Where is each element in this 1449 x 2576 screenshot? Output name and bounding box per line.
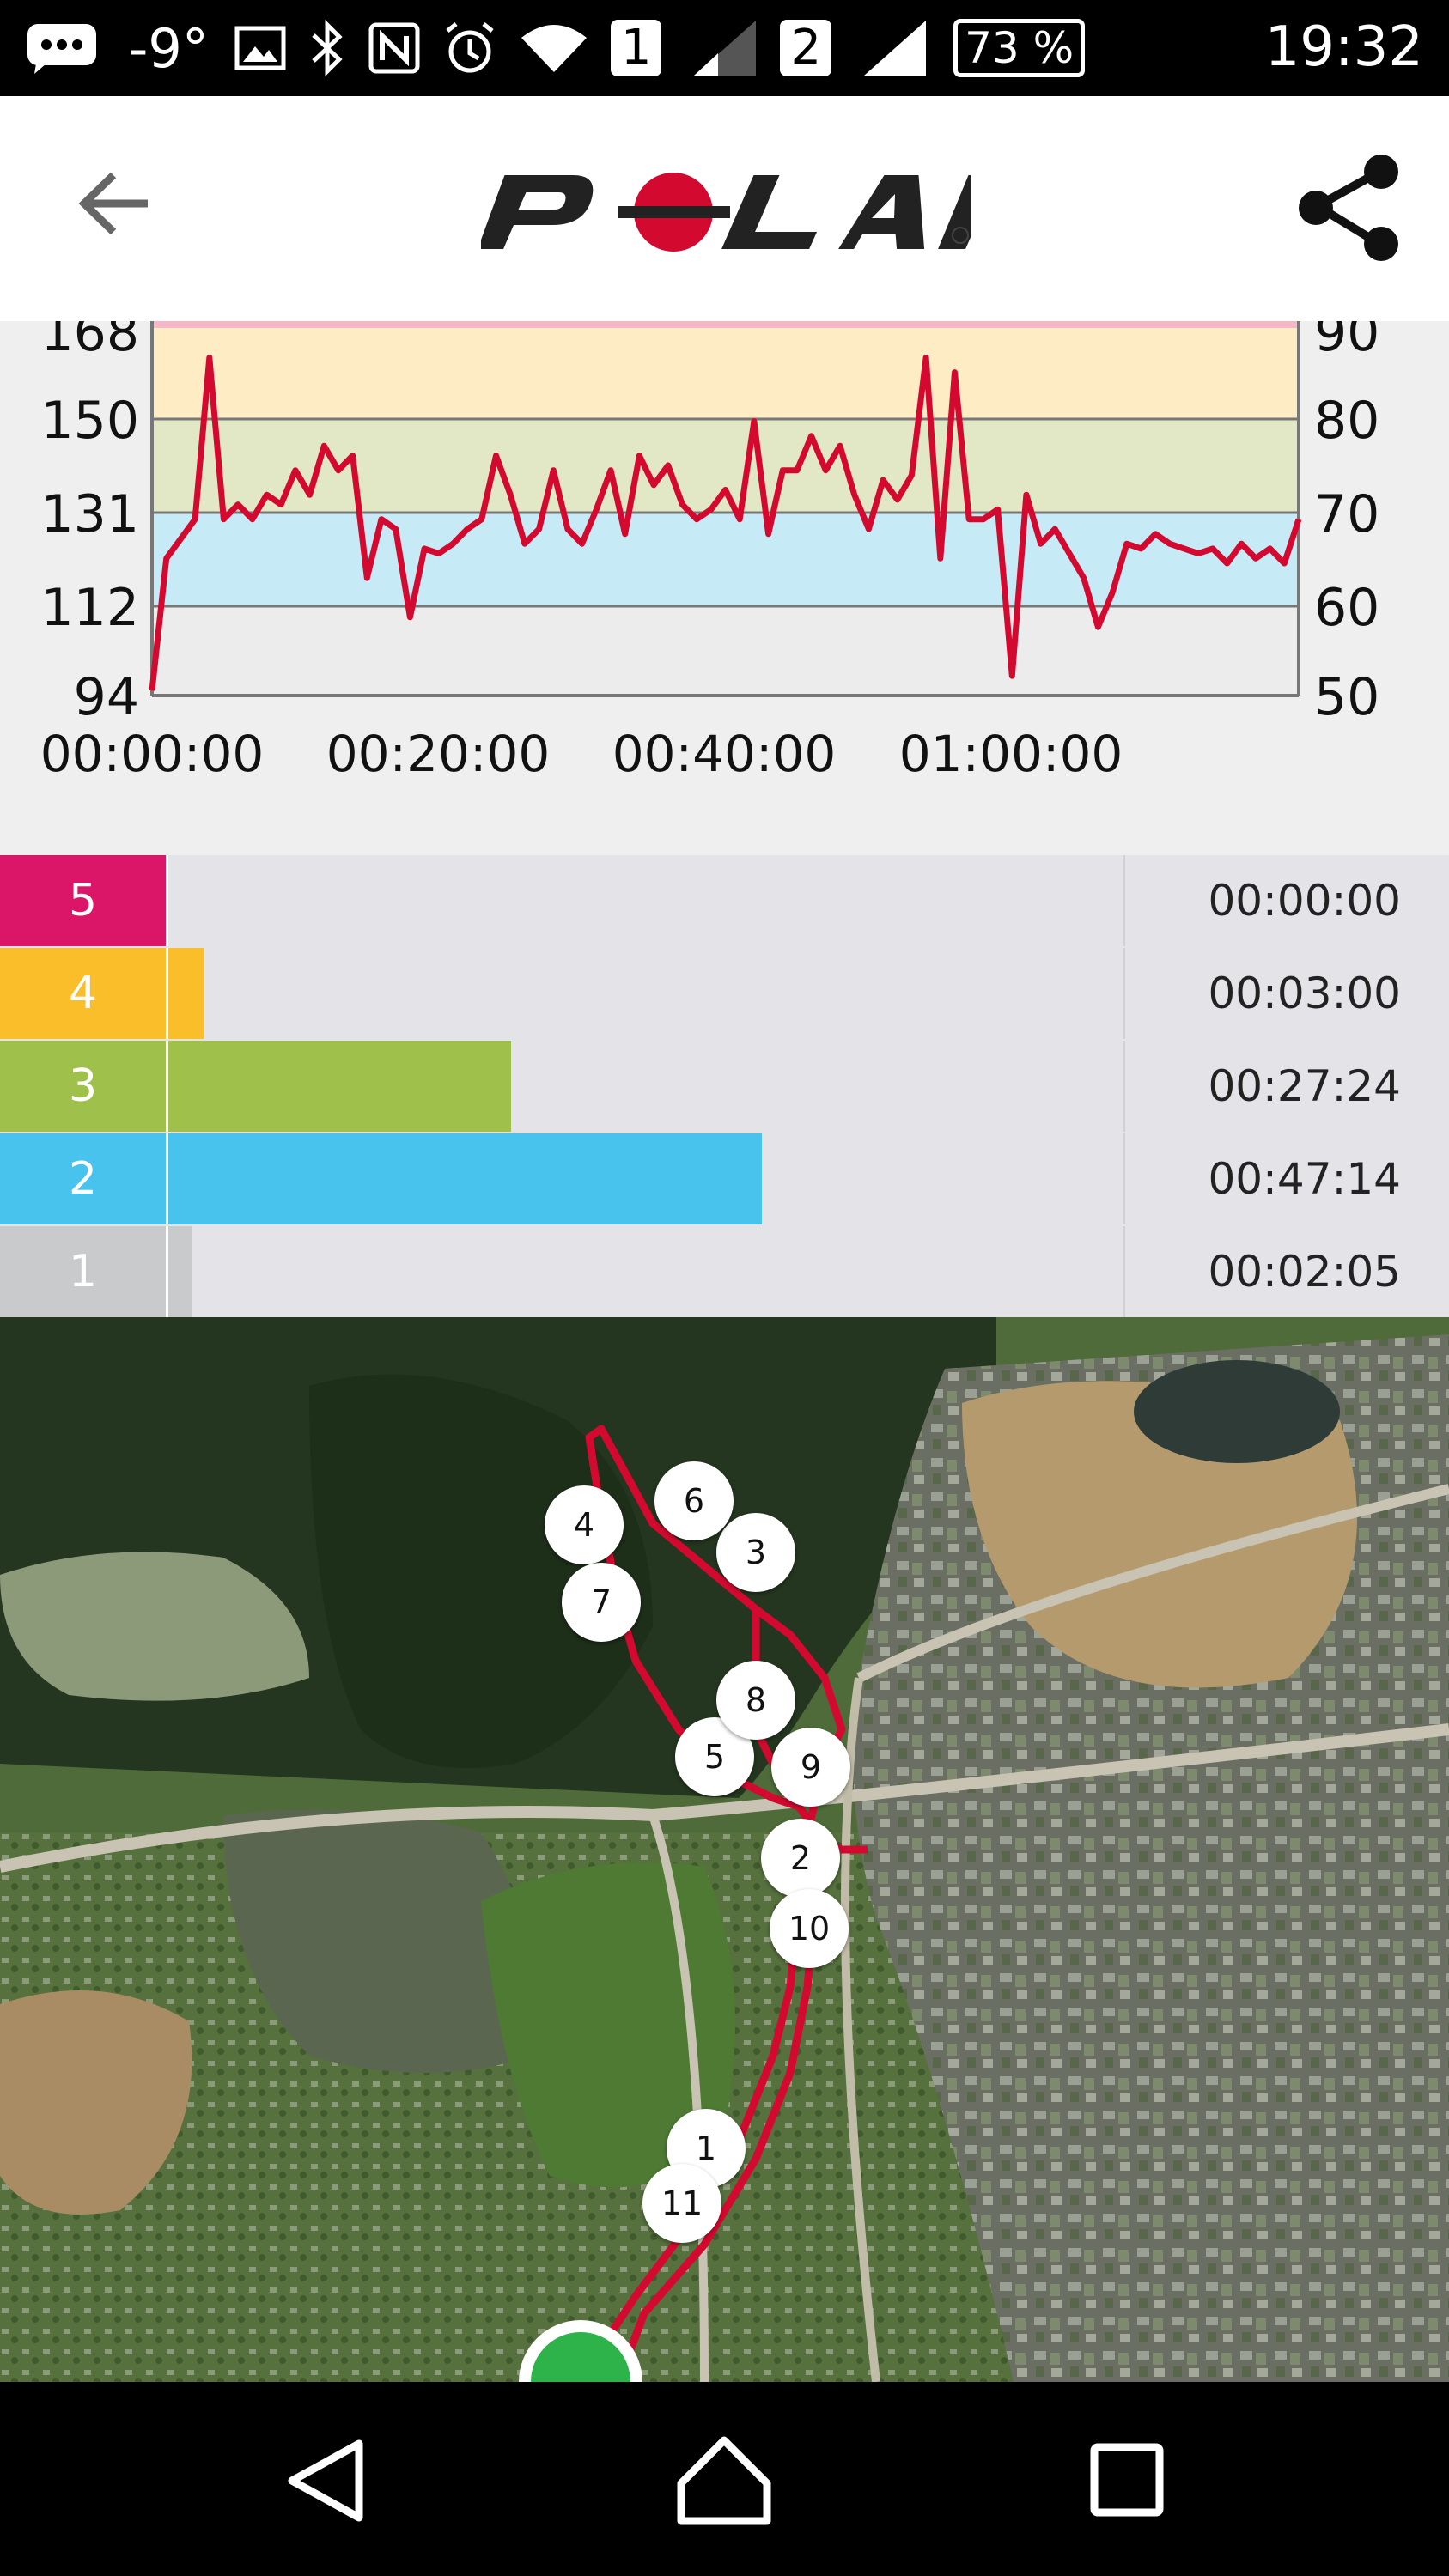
zone-time: 00:02:05 <box>1208 1247 1401 1297</box>
share-icon <box>1299 155 1398 261</box>
battery-indicator: 73 % <box>953 19 1086 77</box>
system-nav-bar <box>0 2382 1449 2576</box>
signal-icon <box>862 19 928 77</box>
zone-column-divider <box>1123 948 1125 1039</box>
zone-band-5 <box>152 606 1299 696</box>
zone-fill-bar <box>166 948 204 1039</box>
y-tick-left: 131 <box>40 484 139 544</box>
zone-row-1: 1 00:02:05 <box>0 1226 1449 1317</box>
zone-column-divider <box>1123 1041 1125 1132</box>
zone-divider <box>166 855 168 946</box>
zone-time: 00:03:00 <box>1208 969 1401 1018</box>
zone-time: 00:27:24 <box>1208 1061 1401 1111</box>
y-tick-right: 70 <box>1314 484 1379 544</box>
alarm-icon <box>442 21 497 76</box>
zone-time: 00:00:00 <box>1208 876 1401 926</box>
zone-label: 3 <box>0 1041 166 1132</box>
route-marker-3[interactable]: 3 <box>716 1513 795 1592</box>
sim1-badge: 1 <box>610 20 662 76</box>
signal-icon <box>692 19 758 77</box>
app-bar <box>0 96 1449 321</box>
zone-label: 1 <box>0 1226 166 1317</box>
zone-column-divider <box>1123 1226 1125 1317</box>
route-map-svg <box>0 1317 1449 2382</box>
route-marker-4[interactable]: 4 <box>545 1485 624 1564</box>
heart-rate-line <box>149 355 1302 691</box>
y-tick-left: 112 <box>40 578 139 638</box>
zone-divider <box>166 948 168 1039</box>
route-marker-10[interactable]: 10 <box>770 1889 849 1968</box>
zone-divider <box>166 1226 168 1317</box>
x-tick: 00:40:00 <box>612 725 837 783</box>
route-marker-2[interactable]: 2 <box>761 1819 840 1898</box>
share-button[interactable] <box>1294 153 1405 264</box>
y-tick-left: 94 <box>74 667 139 727</box>
wifi-icon <box>520 22 588 74</box>
zone-band-2 <box>152 328 1299 419</box>
nav-home-button[interactable] <box>673 2433 776 2528</box>
y-tick-right: 90 <box>1314 321 1379 363</box>
zone-row-4: 4 00:03:00 <box>0 948 1449 1039</box>
zone-time: 00:47:14 <box>1208 1154 1401 1204</box>
temperature-text: -9° <box>129 16 209 80</box>
route-marker-9[interactable]: 9 <box>771 1728 850 1807</box>
sim2-badge: 2 <box>780 20 832 76</box>
square-recents-icon <box>1090 2443 1164 2517</box>
arrow-left-icon <box>78 172 148 235</box>
nav-recents-button[interactable] <box>1075 2433 1178 2528</box>
triangle-back-icon <box>288 2439 363 2522</box>
nfc-icon <box>368 22 420 74</box>
x-tick: 01:00:00 <box>899 725 1123 783</box>
route-marker-6[interactable]: 6 <box>654 1461 734 1540</box>
heart-rate-chart: 168 150 131 112 94 90 80 70 60 50 00:00:00 00:20:00… <box>0 321 1449 855</box>
y-tick-right: 80 <box>1314 391 1379 451</box>
status-bar: -9° 1 2 73 % 19:32 <box>0 0 1449 96</box>
clock: 19:32 <box>1264 15 1423 79</box>
zone-fill-bar <box>166 1133 762 1224</box>
zone-fill-bar <box>166 1041 511 1132</box>
y-tick-right: 50 <box>1314 667 1379 727</box>
y-tick-left: 168 <box>40 321 139 363</box>
route-marker-7[interactable]: 7 <box>562 1563 641 1642</box>
zone-fill-bar <box>166 1226 192 1317</box>
zone-band-4 <box>152 513 1299 606</box>
back-button[interactable] <box>69 156 163 251</box>
x-tick: 00:00:00 <box>40 725 265 783</box>
zone-divider <box>166 1133 168 1224</box>
zone-column-divider <box>1123 855 1125 946</box>
image-icon <box>234 26 286 70</box>
zone-column-divider <box>1123 1133 1125 1224</box>
nav-back-button[interactable] <box>277 2433 380 2528</box>
route-marker-11[interactable]: 11 <box>642 2164 721 2243</box>
chat-icon <box>26 22 98 74</box>
zone-band-3 <box>152 419 1299 513</box>
zone-label: 2 <box>0 1133 166 1224</box>
zone-label: 4 <box>0 948 166 1039</box>
heart-rate-chart-svg: 168 150 131 112 94 90 80 70 60 50 00:00:00 00:20:00… <box>40 321 1379 783</box>
y-tick-left: 150 <box>40 391 139 451</box>
x-tick: 00:20:00 <box>326 725 551 783</box>
y-tick-right: 60 <box>1314 578 1379 638</box>
heart-rate-zones: 5 00:00:00 4 00:03:00 3 00:27:24 2 00:47:14 1 00:… <box>0 855 1449 1317</box>
zone-row-3: 3 00:27:24 <box>0 1041 1449 1132</box>
zone-band-1 <box>152 321 1299 328</box>
route-marker-8[interactable]: 8 <box>716 1661 795 1740</box>
bluetooth-icon <box>308 20 346 76</box>
home-icon <box>677 2436 771 2525</box>
polar-logo <box>478 167 1057 261</box>
zone-row-2: 2 00:47:14 <box>0 1133 1449 1224</box>
zone-label: 5 <box>0 855 166 946</box>
zone-divider <box>166 1041 168 1132</box>
route-map[interactable]: 1 2 3 4 5 6 7 8 9 10 11 <box>0 1317 1449 2382</box>
zone-row-5: 5 00:00:00 <box>0 855 1449 946</box>
